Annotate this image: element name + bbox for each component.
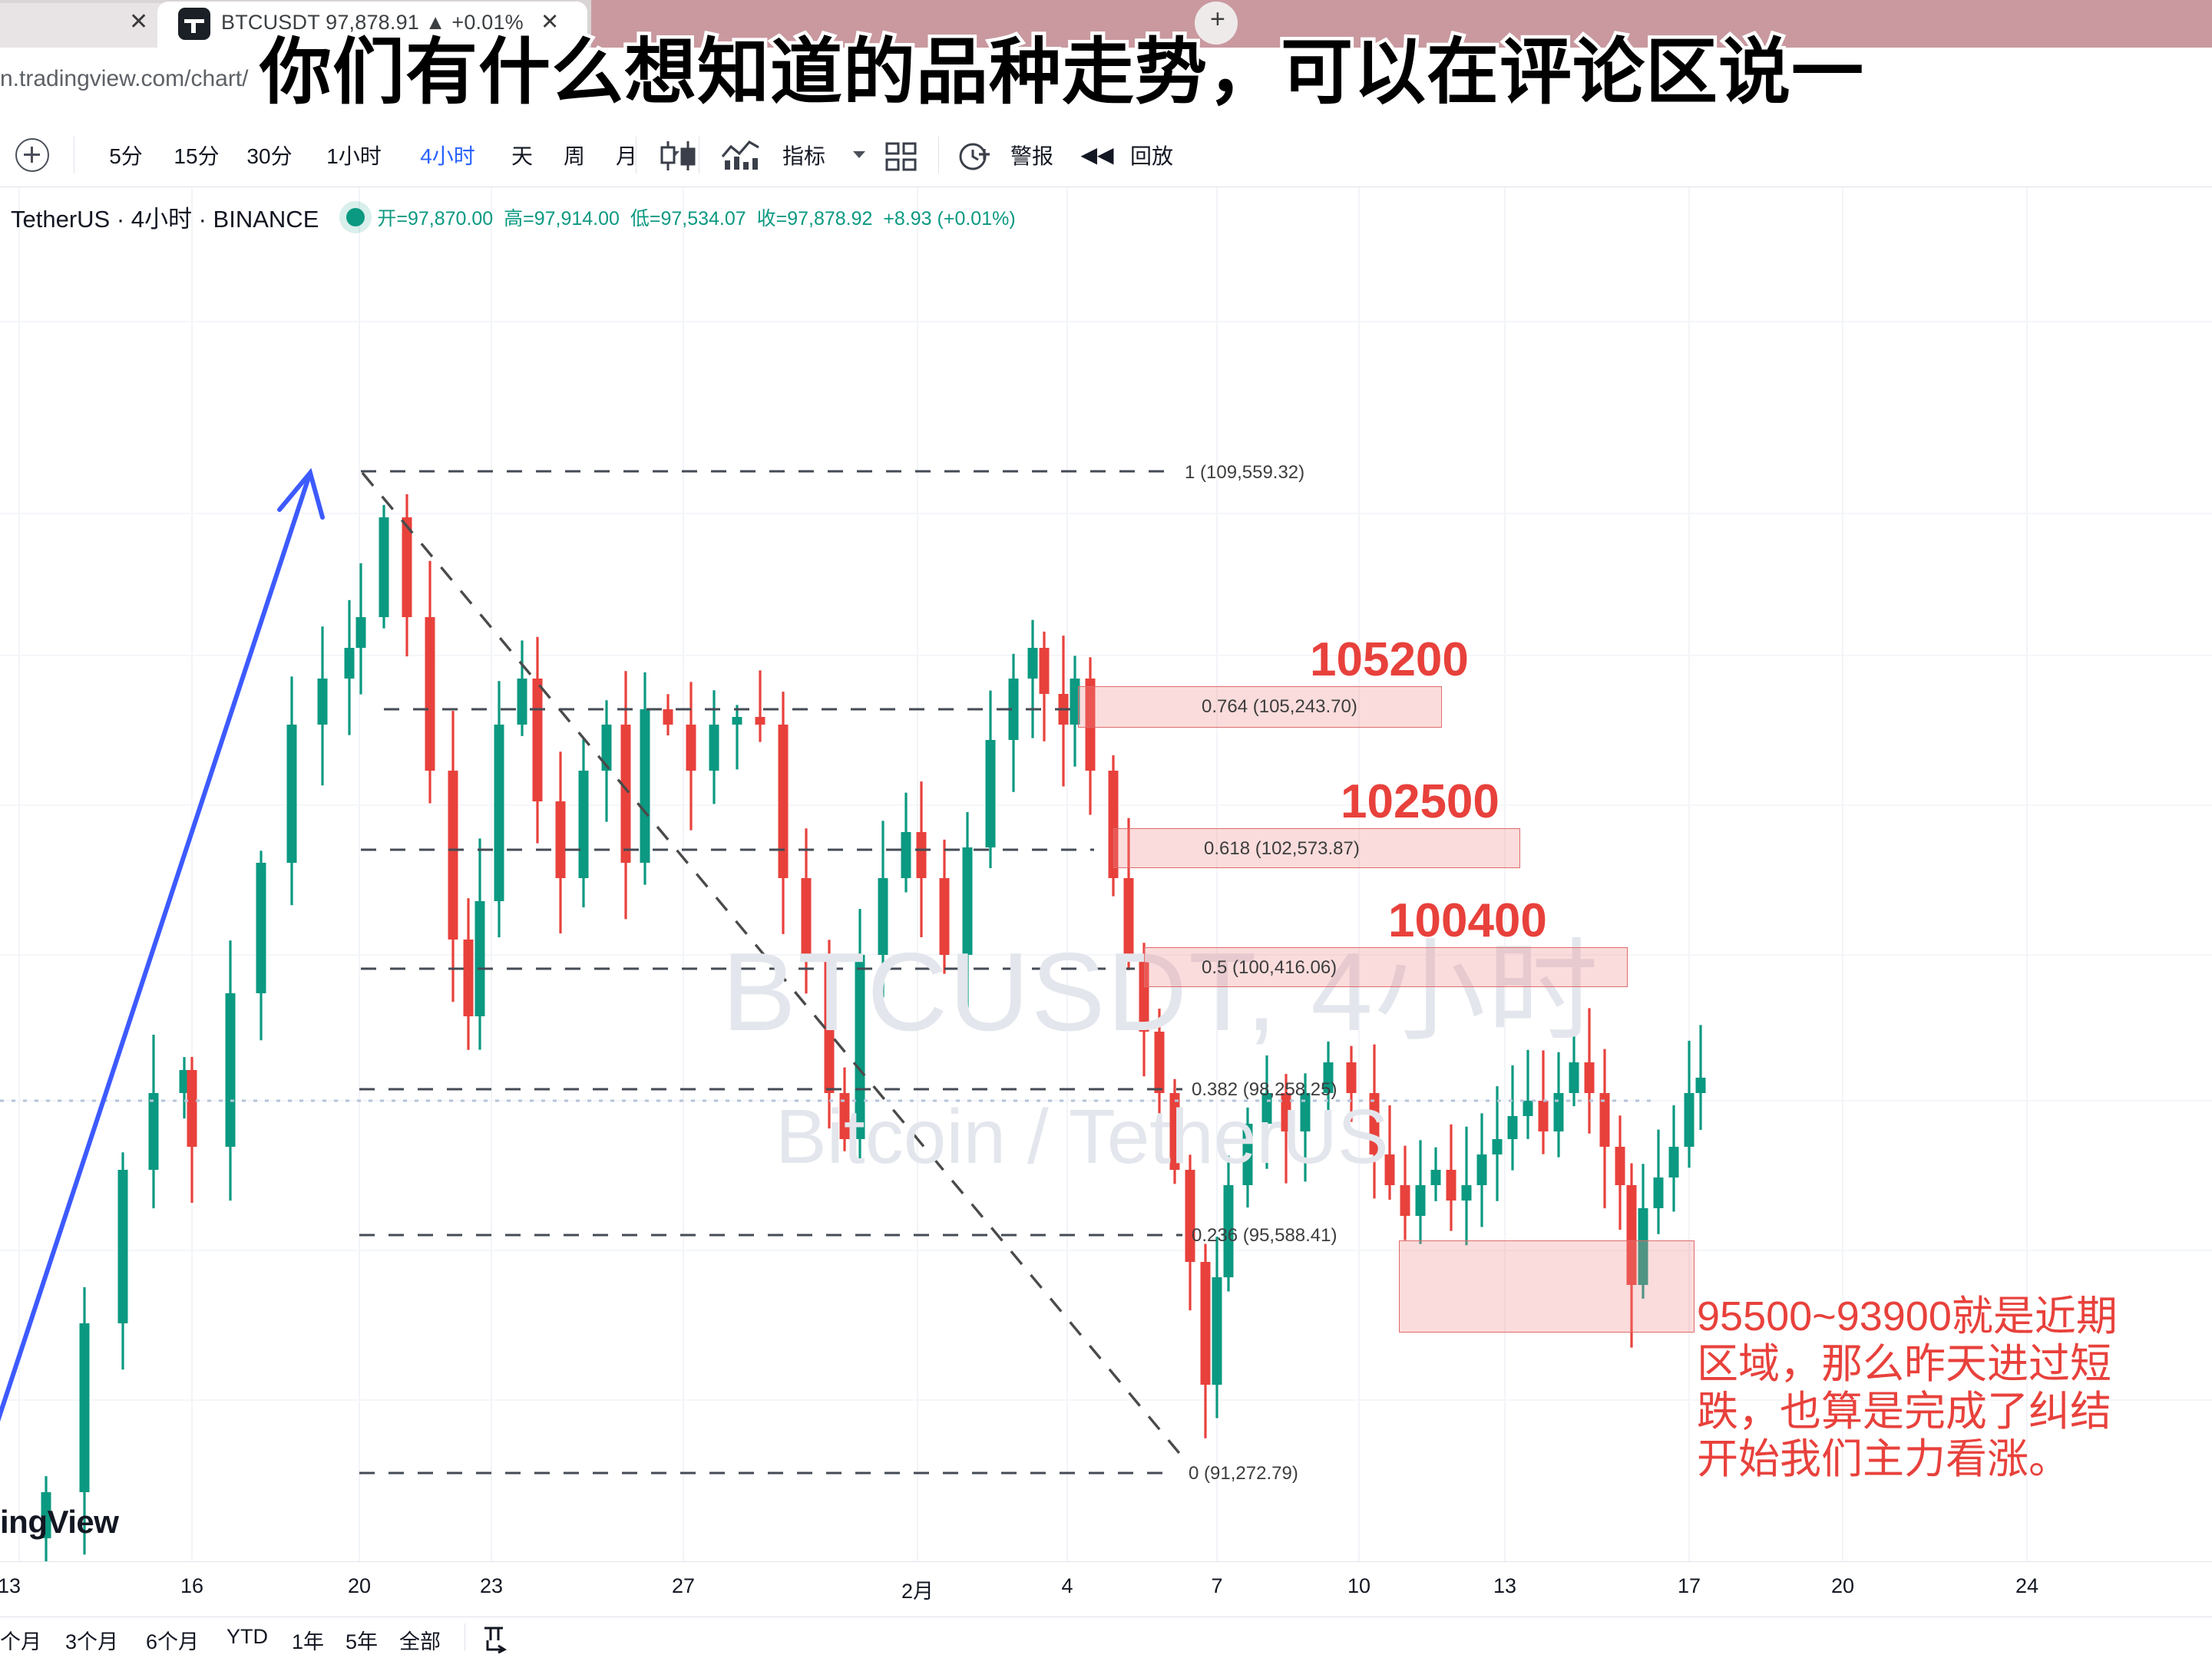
range-1y[interactable]: 1年 [292,1630,325,1653]
log-scale-icon[interactable] [480,1623,514,1654]
video-overlay-caption: 你们有什么想知道的品种走势，可以在评论区说一 [256,28,1866,116]
high-label: 高= [504,207,534,230]
interval-4h[interactable]: 4小时 [420,144,475,168]
indicators-label[interactable]: 指标 [782,144,825,168]
range-all[interactable]: 全部 [399,1630,441,1653]
low-label: 低= [630,207,661,230]
browser-tab-active[interactable] [157,2,587,48]
chart-plot [0,187,2212,1561]
fib-label-0: 0 (91,272.79) [1189,1463,1298,1484]
note-line-4: 开始我们主力看涨。 [1697,1436,2070,1482]
chart-legend: TetherUS · 4小时 · BINANCE 开=97,870.00 高=9… [11,200,1016,234]
indicators-icon[interactable] [720,140,762,172]
time-tick: 23 [479,1574,504,1597]
range-ytd[interactable]: YTD [226,1625,268,1648]
interval-1w[interactable]: 周 [563,144,585,168]
chevron-down-glyph [853,151,865,158]
browser-tabstrip: ✕ BTCUSDT 97,878.91 ▲ +0.01% ✕ + [0,0,2212,48]
add-symbol-icon[interactable] [15,138,49,172]
time-axis[interactable]: 13 16 20 23 27 2月 4 7 10 13 17 20 24 [0,1561,2212,1617]
time-tick: 4 [1061,1574,1073,1597]
time-tick: 20 [1830,1574,1855,1597]
note-line-2: 区域，那么昨天进过短 [1697,1341,2111,1387]
range-5y[interactable]: 5年 [346,1630,379,1653]
time-tick: 10 [1347,1574,1371,1597]
replay-icon[interactable]: ◀◀ [1080,143,1114,167]
replay-label[interactable]: 回放 [1129,144,1173,168]
time-tick: 7 [1211,1574,1223,1597]
ohlc-values: 开=97,870.00 高=97,914.00 低=97,534.07 收=97… [377,203,1015,231]
time-tick: 13 [0,1574,21,1597]
url-text: n.tradingview.com/chart/ [0,66,249,91]
chart-footer: 个月 3个月 6个月 YTD 1年 5年 全部 [0,1617,2212,1658]
interval-5m[interactable]: 5分 [109,144,143,168]
annotation-105200: 105200 [1310,633,1469,686]
fib-label-0382: 0.382 (98,258.25) [1192,1079,1337,1100]
chrome-top-fill [676,0,2212,48]
annotation-100400: 100400 [1388,894,1547,947]
fib-box-0764[interactable] [1078,686,1442,728]
fib-label-1: 1 (109,559.32) [1185,462,1305,483]
time-tick: 24 [2015,1574,2039,1597]
high-value: 97,914.00 [534,207,620,230]
annotation-note-block: 95500~93900就是近期 区域，那么昨天进过短 跌，也算是完成了纠结 开始… [1697,1293,2118,1483]
interval-1d[interactable]: 天 [511,144,533,168]
close-value: 97,878.92 [787,207,873,230]
time-tick: 13 [1493,1574,1517,1597]
toolbar-divider [938,137,939,173]
symbol-title: TetherUS · 4小时 · BINANCE [11,206,319,233]
fib-label-0236: 0.236 (95,588.41) [1192,1225,1337,1246]
status-dot-icon [346,207,365,226]
alert-label[interactable]: 警报 [1010,144,1053,168]
time-tick: 27 [671,1574,696,1597]
fib-label-0618: 0.618 (102,573.87) [1204,838,1360,859]
note-line-3: 跌，也算是完成了纠结 [1697,1389,2111,1435]
alert-clock-icon[interactable] [957,140,997,173]
tradingview-favicon-icon [178,8,210,40]
chevron-down-icon[interactable] [838,123,880,187]
fib-box-05[interactable] [1144,947,1628,987]
time-tick: 2月 [901,1580,934,1603]
chart-canvas[interactable]: TetherUS · 4小时 · BINANCE 开=97,870.00 高=9… [0,187,2212,1561]
range-3m[interactable]: 3个月 [65,1630,119,1653]
open-label: 开= [377,207,408,230]
annotation-102500: 102500 [1341,775,1499,828]
note-line-1: 95500~93900就是近期 [1697,1293,2118,1339]
tradingview-toolbar: 5分 15分 30分 1小时 4小时 天 周 月 指标 [0,123,2212,310]
time-tick: 20 [347,1574,372,1597]
close-icon[interactable]: ✕ [541,10,560,35]
candlestick-icon[interactable] [651,140,706,172]
fib-label-0764: 0.764 (105,243.70) [1202,696,1357,717]
low-value: 97,534.07 [660,207,746,230]
interval-15m[interactable]: 15分 [174,144,220,168]
fib-label-05: 0.5 (100,416.06) [1202,957,1337,978]
layouts-icon[interactable] [884,141,918,172]
plus-icon[interactable]: + [1210,5,1225,34]
time-tick: 16 [180,1574,204,1597]
range-6m[interactable]: 6个月 [146,1630,200,1653]
range-1m[interactable]: 个月 [0,1630,41,1653]
close-icon[interactable]: ✕ [129,9,149,35]
new-tab-region[interactable]: + [591,0,1238,48]
interval-1M[interactable]: 月 [615,144,637,168]
tradingview-logo-watermark: ingView [0,1504,119,1540]
close-label: 收= [756,207,788,230]
time-tick: 17 [1677,1574,1701,1597]
interval-1h[interactable]: 1小时 [326,144,382,168]
interval-30m[interactable]: 30分 [246,144,293,168]
browser-url-bar[interactable]: n.tradingview.com/chart/ [0,48,2212,123]
browser-tab-title: BTCUSDT 97,878.91 ▲ +0.01% [221,11,524,34]
support-zone-rectangle[interactable] [1399,1240,1695,1333]
fib-box-0618[interactable] [1113,828,1520,868]
browser-chrome: ✕ BTCUSDT 97,878.91 ▲ +0.01% ✕ + n.tradi… [0,0,2212,123]
new-tab-circle [1195,2,1238,45]
change-value: +8.93 (+0.01%) [883,207,1016,230]
open-value: 97,870.00 [407,207,494,230]
